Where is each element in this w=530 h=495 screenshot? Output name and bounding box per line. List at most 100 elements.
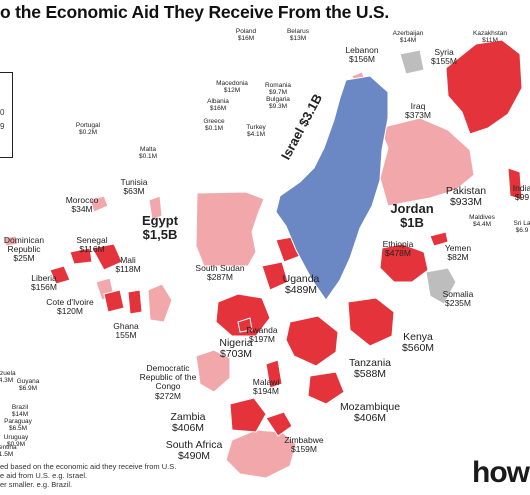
aid-value: $9.3M — [268, 103, 288, 111]
high-tier-shapes — [49, 39, 523, 437]
aid-value: $63M — [123, 186, 145, 197]
country-label-azerbaijan: Azerbaijan $14M — [393, 30, 424, 44]
south-africa-shape — [225, 429, 297, 479]
malawi-shape — [265, 359, 283, 389]
brand-logo: how — [472, 456, 530, 489]
country-label-kazakhstan: Kazakhstan $11M — [473, 30, 507, 44]
country-label-sri-la: Sri La $6.9 — [514, 220, 530, 234]
country-name: Ethiopia — [382, 239, 414, 249]
country-label-syria: Syria $155M — [431, 47, 457, 66]
aid-value: $120M — [56, 306, 83, 317]
country-label-bulgaria: Bulgaria $9.3M — [266, 96, 290, 110]
tanzania-shape — [285, 315, 339, 367]
legend-bracket — [0, 72, 13, 158]
ivory-coast-shape — [103, 289, 125, 313]
country-label-south-sudan: South Sudan $287M — [195, 263, 245, 282]
pakistan-shape — [445, 39, 523, 135]
zimbabwe-shape — [265, 411, 293, 437]
country-name: Sri La — [513, 220, 530, 227]
country-label-guyana: Guyana $6.9M — [17, 378, 40, 392]
aid-value: $14M — [399, 37, 417, 45]
country-label-maldives: Maldives $4.4M — [469, 214, 495, 228]
aid-value: $12M — [223, 87, 241, 95]
country-label-cote-d-ivoire: Cote d'Ivoire $120M — [46, 297, 93, 317]
country-name: Senegal — [76, 235, 108, 245]
country-name: Bulgaria — [266, 96, 290, 103]
country-name: Azerbaijan — [392, 30, 424, 37]
country-name: Kenya — [403, 331, 433, 343]
country-label-jordan: Jordan $1B — [390, 201, 434, 230]
country-label-mozambique: Mozambique $406M — [339, 401, 401, 425]
country-name: India — [512, 183, 530, 193]
country-name: Zambia — [170, 411, 206, 423]
aid-value: $406M — [353, 412, 387, 425]
country-label-mali: Mali $118M — [115, 255, 141, 275]
country-name: South Sudan — [195, 263, 245, 273]
country-label-ezuela: ezuela4.3M — [0, 370, 16, 384]
country-name: Jordan — [390, 201, 434, 216]
country-label-democratic-republic-of-the-congo: Democratic Republic of the Congo $272M — [133, 363, 203, 401]
aid-value: $235M — [445, 298, 471, 309]
country-label-rwanda: Rwanda $197M — [246, 325, 278, 344]
legend-line-1: 0 — [0, 108, 5, 117]
country-name: Mozambique — [339, 401, 401, 413]
aid-value: $34M — [71, 204, 93, 215]
country-name: Macedonia — [216, 80, 248, 87]
country-label-kenya: Kenya $560M — [402, 331, 434, 355]
india-shape — [507, 167, 523, 201]
country-name: Lebanon — [345, 45, 379, 55]
country-name: Iraq — [410, 101, 426, 111]
country-label-uganda: Uganda $489M — [283, 273, 320, 297]
aid-value: $6.9M — [18, 385, 38, 393]
aid-value: $489M — [284, 284, 318, 297]
country-name: gentina — [0, 444, 17, 451]
syria-shape — [399, 49, 425, 75]
country-name: Pakistan — [445, 185, 487, 197]
country-label-romania: Romania $9.7M — [265, 82, 291, 96]
mozambique-shape — [307, 371, 345, 405]
country-name: Egypt — [141, 213, 179, 228]
aid-value: $272M — [155, 390, 181, 401]
israel-shape — [275, 75, 389, 301]
country-name: Mali — [120, 255, 136, 265]
senegal-shape — [69, 247, 93, 265]
aid-value: $13M — [289, 35, 307, 43]
country-name: Somalia — [442, 289, 474, 299]
country-label-senegal: Senegal $116M — [76, 235, 108, 254]
country-name: South Africa — [165, 439, 223, 451]
country-label-gentina: gentina1.5M — [0, 444, 17, 458]
aid-value: $16M — [209, 105, 227, 113]
mauritania-shape — [147, 283, 173, 323]
country-label-liberia: Liberia $156M — [31, 273, 57, 292]
country-name: Malawi — [252, 377, 280, 387]
country-name: Portugal — [75, 122, 101, 129]
country-label-iraq: Iraq $373M — [405, 101, 431, 120]
country-name: Tunisia — [120, 177, 148, 187]
country-name: Malta — [140, 146, 156, 153]
country-label-zimbabwe: Zimbabwe $159M — [284, 435, 323, 454]
footnote-line: e aid from U.S. e.g. Israel. — [0, 471, 88, 480]
country-name: Syria — [434, 47, 454, 57]
country-name: Kazakhstan — [473, 30, 507, 37]
aid-value: $478M — [385, 248, 411, 259]
country-name: Romania — [264, 82, 292, 89]
country-name: Democratic Republic of the Congo — [139, 363, 197, 392]
jordan-iraq-shape — [379, 117, 475, 207]
country-name: Tanzania — [348, 357, 392, 369]
aid-value: $118M — [115, 264, 141, 275]
country-label-uruguay: Uruguay $0.9M — [4, 434, 29, 448]
neutral-tier-shapes — [399, 49, 457, 305]
map-title: o the Economic Aid They Receive From the… — [0, 2, 390, 22]
footnote-line: er smaller. e.g. Brazil. — [0, 480, 73, 489]
country-label-paraguay: Paraguay $6.5M — [4, 418, 32, 432]
aid-value: $6.5M — [8, 425, 28, 433]
liberia-shape — [49, 265, 71, 285]
country-name: Rwanda — [246, 325, 278, 335]
country-label-lebanon: Lebanon $156M — [345, 45, 379, 65]
country-name: Belarus — [286, 28, 310, 35]
aid-value: 155M — [115, 330, 137, 341]
egypt-shape — [195, 191, 265, 267]
aid-value: $156M — [349, 54, 375, 65]
country-name: Paraguay — [4, 418, 32, 425]
